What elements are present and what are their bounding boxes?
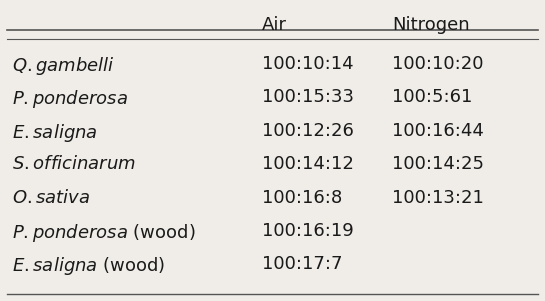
Text: 100:16:44: 100:16:44 <box>392 122 483 140</box>
Text: $\it{Q. gambelli}$: $\it{Q. gambelli}$ <box>12 55 115 77</box>
Text: 100:16:19: 100:16:19 <box>262 222 353 240</box>
Text: 100:15:33: 100:15:33 <box>262 88 354 107</box>
Text: 100:17:7: 100:17:7 <box>262 256 342 274</box>
Text: 100:10:14: 100:10:14 <box>262 55 353 73</box>
Text: $\it{S. officinarum}$: $\it{S. officinarum}$ <box>12 155 136 173</box>
Text: 100:5:61: 100:5:61 <box>392 88 472 107</box>
Text: $\it{P. ponderosa}$: $\it{P. ponderosa}$ <box>12 88 128 110</box>
Text: 100:14:12: 100:14:12 <box>262 155 354 173</box>
Text: $\it{O. sativa}$: $\it{O. sativa}$ <box>12 189 90 207</box>
Text: Nitrogen: Nitrogen <box>392 16 469 34</box>
Text: $\it{E. saligna}$ (wood): $\it{E. saligna}$ (wood) <box>12 256 166 278</box>
Text: $\it{E. saligna}$: $\it{E. saligna}$ <box>12 122 98 144</box>
Text: 100:10:20: 100:10:20 <box>392 55 483 73</box>
Text: 100:12:26: 100:12:26 <box>262 122 354 140</box>
Text: 100:16:8: 100:16:8 <box>262 189 342 207</box>
Text: 100:13:21: 100:13:21 <box>392 189 483 207</box>
Text: Air: Air <box>262 16 287 34</box>
Text: $\it{P. ponderosa}$ (wood): $\it{P. ponderosa}$ (wood) <box>12 222 196 244</box>
Text: 100:14:25: 100:14:25 <box>392 155 484 173</box>
